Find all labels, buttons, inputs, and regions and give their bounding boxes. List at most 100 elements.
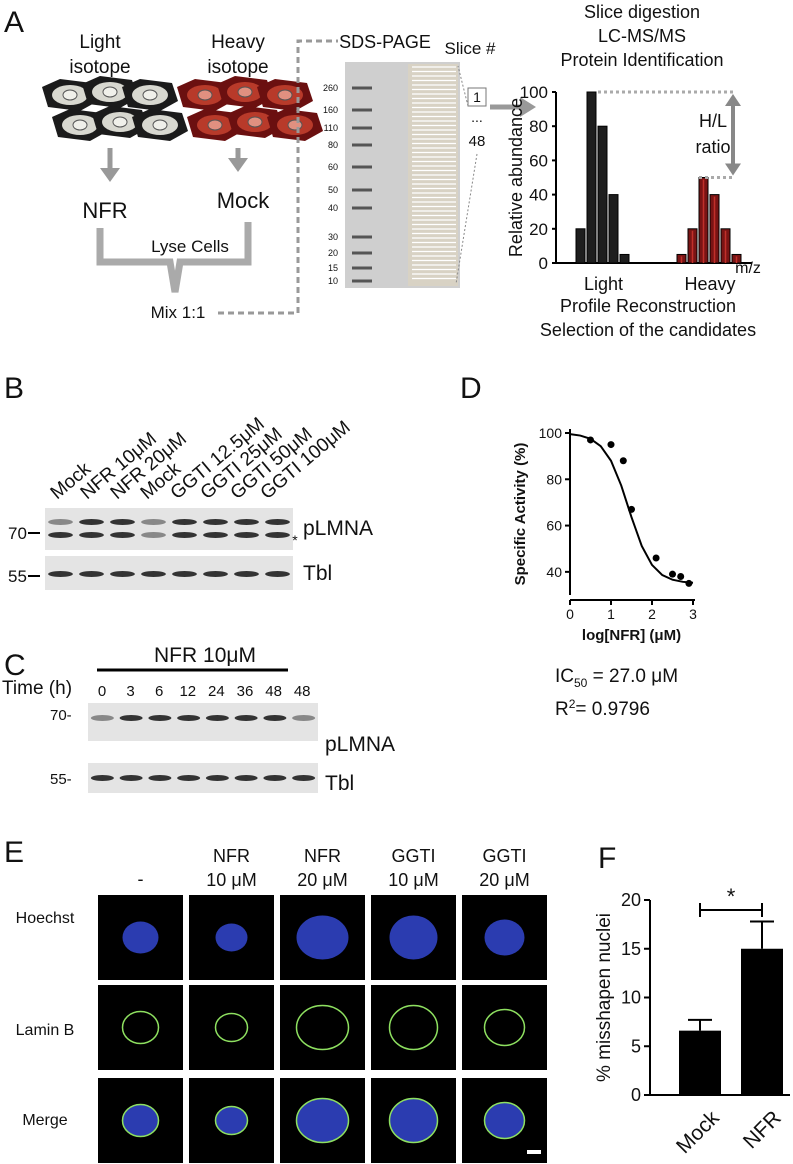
bar bbox=[575, 228, 586, 264]
bar bbox=[608, 194, 619, 264]
merge-stain bbox=[121, 1103, 160, 1138]
significance-bracket bbox=[699, 903, 763, 917]
column-label: NFR bbox=[213, 846, 250, 866]
marker-label: 40 bbox=[328, 203, 338, 213]
ladder-band bbox=[352, 206, 372, 210]
label: Lyse Cells bbox=[151, 237, 229, 256]
mw-label: 55 bbox=[8, 567, 27, 586]
caption: Selection of the candidates bbox=[540, 320, 756, 340]
y-tick-label: 40 bbox=[546, 564, 562, 580]
band bbox=[148, 775, 172, 781]
marker-label: 10 bbox=[328, 276, 338, 286]
ladder-band bbox=[352, 266, 372, 270]
label: Mix 1:1 bbox=[151, 303, 206, 322]
band bbox=[203, 571, 228, 577]
nucleus-stain bbox=[122, 921, 159, 954]
ladder-band bbox=[352, 165, 372, 169]
merge-stain bbox=[214, 1105, 249, 1136]
band-label: Tbl bbox=[303, 562, 332, 585]
label: 1 bbox=[473, 89, 481, 105]
arrow-head bbox=[725, 94, 741, 106]
band bbox=[263, 715, 287, 721]
band bbox=[172, 571, 197, 577]
marker-label: 260 bbox=[323, 83, 338, 93]
point bbox=[685, 579, 693, 587]
time-label: 48 bbox=[265, 683, 282, 700]
label: ... bbox=[471, 109, 483, 125]
point bbox=[628, 505, 635, 513]
ic50: IC50 = 27.0 μM bbox=[555, 666, 678, 690]
bar bbox=[619, 253, 630, 264]
band bbox=[172, 519, 197, 525]
nucleus bbox=[197, 89, 213, 101]
column-label: 20 μM bbox=[479, 870, 529, 890]
panel-letter: F bbox=[598, 842, 616, 875]
band bbox=[292, 775, 316, 781]
nucleus-stain bbox=[484, 919, 525, 956]
label: H/L bbox=[699, 111, 727, 131]
band-label: pLMNA bbox=[325, 733, 395, 756]
y-tick-label: 0 bbox=[539, 254, 548, 273]
nucleus bbox=[277, 89, 293, 101]
band bbox=[110, 571, 135, 577]
bar bbox=[741, 948, 783, 1095]
marker-label: 60 bbox=[328, 162, 338, 172]
row-label: Lamin B bbox=[16, 1022, 75, 1039]
micrograph bbox=[98, 985, 183, 1070]
x-tick-label: 2 bbox=[648, 606, 656, 622]
band-label: * bbox=[292, 532, 298, 548]
ladder-band bbox=[352, 108, 372, 112]
merge-stain bbox=[483, 1101, 526, 1140]
label: NFR 10μM bbox=[154, 644, 256, 667]
label: ratio bbox=[695, 137, 730, 157]
label: isotope bbox=[207, 57, 268, 78]
band bbox=[205, 775, 229, 781]
ladder-band bbox=[352, 86, 372, 90]
band bbox=[234, 571, 259, 577]
dashed-link bbox=[218, 39, 338, 315]
label: isotope bbox=[69, 57, 130, 78]
r-squared: R2= 0.9796 bbox=[555, 697, 650, 720]
point bbox=[587, 436, 594, 444]
band bbox=[119, 775, 143, 781]
band bbox=[234, 519, 259, 525]
band bbox=[48, 571, 73, 577]
x-axis-label: log[NFR] (μM) bbox=[582, 627, 681, 644]
band bbox=[205, 715, 229, 721]
arrow-head bbox=[520, 97, 536, 117]
time-label: 48 bbox=[294, 683, 311, 700]
y-tick-label: 80 bbox=[546, 471, 562, 487]
band-label: pLMNA bbox=[303, 517, 373, 540]
annotation: * bbox=[727, 884, 736, 909]
column-label: GGTI bbox=[392, 846, 436, 866]
band bbox=[234, 532, 259, 538]
column-label: 20 μM bbox=[297, 870, 347, 890]
blot bbox=[88, 703, 318, 741]
y-tick-label: 0 bbox=[631, 1085, 641, 1105]
ladder-band bbox=[352, 126, 372, 130]
marker-label: 30 bbox=[328, 232, 338, 242]
title: Slice digestion bbox=[584, 2, 700, 22]
column-label: 10 μM bbox=[388, 870, 438, 890]
y-axis-label: % misshapen nuclei bbox=[594, 913, 615, 1082]
label: Heavy bbox=[211, 32, 265, 53]
slice-box bbox=[467, 87, 487, 107]
panel-letter: E bbox=[4, 836, 24, 869]
column-label: GGTI bbox=[483, 846, 527, 866]
column-label: NFR bbox=[304, 846, 341, 866]
y-tick-label: 20 bbox=[621, 890, 641, 910]
nucleus bbox=[247, 116, 263, 128]
label: Light bbox=[79, 32, 121, 53]
band bbox=[141, 519, 166, 525]
marker-label: 110 bbox=[324, 123, 338, 133]
micrograph bbox=[189, 985, 274, 1070]
error-bar bbox=[688, 1018, 712, 1031]
mw-label: 70- bbox=[50, 707, 72, 724]
y-tick-label: 5 bbox=[631, 1036, 641, 1056]
marker-label: 160 bbox=[323, 105, 338, 115]
bar bbox=[679, 1030, 721, 1095]
arrow-head bbox=[100, 168, 120, 182]
mw-label: 55- bbox=[50, 771, 72, 788]
nucleus bbox=[112, 116, 128, 128]
